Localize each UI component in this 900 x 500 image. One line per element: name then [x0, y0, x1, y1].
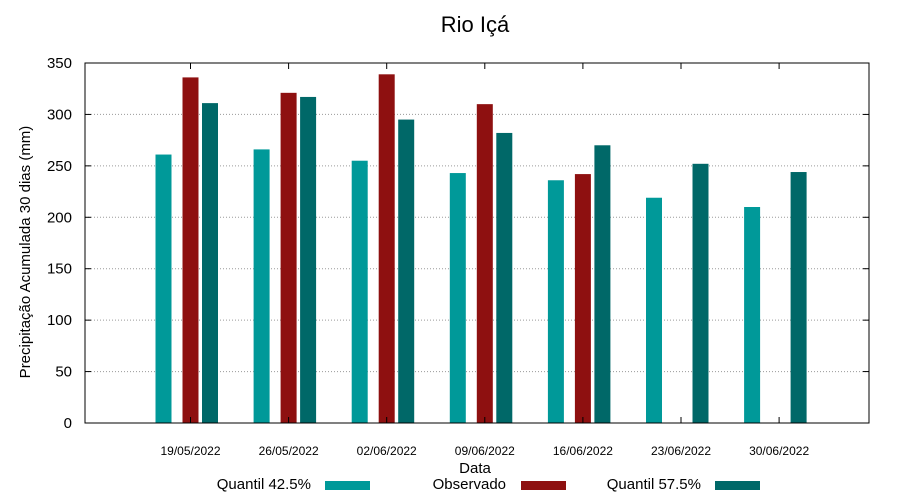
- legend-label-0: Quantil 42.5%: [217, 476, 311, 493]
- legend: Quantil 42.5% Observado Quantil 57.5%: [217, 476, 760, 493]
- legend-label-1: Observado: [433, 476, 506, 493]
- bar-0-4: [547, 180, 564, 423]
- x-tick-label: 23/06/2022: [651, 444, 711, 458]
- bar-2-6: [790, 172, 807, 423]
- plot-frame: [84, 62, 870, 424]
- legend-swatch-2: [715, 481, 760, 490]
- y-tick-label: 50: [55, 364, 72, 381]
- bar-0-0: [155, 154, 172, 424]
- bar-0-2: [351, 160, 368, 423]
- legend-swatch-1: [521, 481, 566, 490]
- bar-1-2: [378, 74, 395, 424]
- x-tick-label: 09/06/2022: [455, 444, 515, 458]
- legend-label-2: Quantil 57.5%: [607, 476, 701, 493]
- bar-0-3: [449, 173, 466, 423]
- x-tick-label: 16/06/2022: [553, 444, 613, 458]
- bar-1-1: [280, 92, 297, 423]
- bar-1-0: [182, 77, 199, 424]
- y-tick-label: 0: [64, 415, 72, 432]
- y-tick-label: 350: [47, 55, 72, 72]
- bar-0-6: [744, 207, 761, 423]
- chart-title: Rio Içá: [441, 12, 510, 37]
- x-tick-label: 02/06/2022: [357, 444, 417, 458]
- y-axis-ticks: 0 50 100 150 200 250 300 350: [47, 55, 869, 432]
- bar-0-1: [253, 149, 270, 423]
- bar-2-4: [594, 145, 611, 424]
- bar-2-5: [692, 163, 709, 424]
- y-tick-label: 250: [47, 158, 72, 175]
- bar-0-5: [646, 197, 662, 423]
- x-tick-label: 30/06/2022: [749, 444, 809, 458]
- y-axis-label: Precipitação Acumulada 30 dias (mm): [17, 126, 34, 379]
- y-tick-label: 150: [47, 261, 72, 278]
- y-tick-label: 300: [47, 106, 72, 123]
- bar-2-1: [300, 96, 317, 423]
- legend-swatch-0: [325, 481, 370, 490]
- bar-2-3: [496, 132, 513, 423]
- bar-2-2: [398, 119, 415, 424]
- bar-2-0: [202, 103, 218, 423]
- y-tick-label: 100: [47, 312, 72, 329]
- bar-1-3: [476, 104, 493, 424]
- x-axis-ticks: 19/05/2022 26/05/2022 02/06/2022 09/06/2022…: [160, 63, 809, 458]
- bars: [155, 74, 807, 424]
- x-tick-label: 19/05/2022: [160, 444, 220, 458]
- bar-1-4: [574, 174, 591, 423]
- x-axis-label: Data: [459, 460, 491, 477]
- y-tick-label: 200: [47, 209, 72, 226]
- x-tick-label: 26/05/2022: [259, 444, 319, 458]
